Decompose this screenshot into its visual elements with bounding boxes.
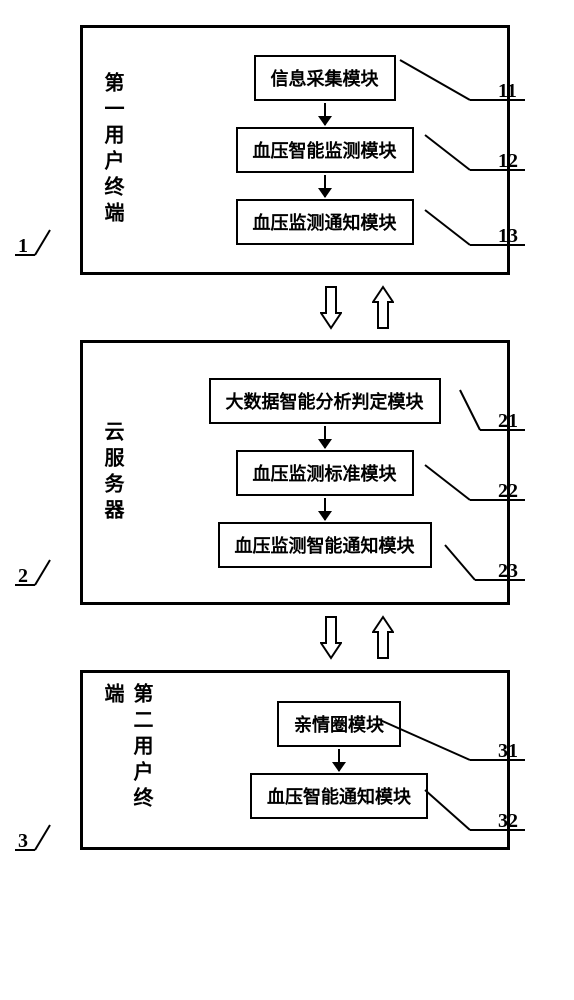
bidirectional-arrows-2 (170, 615, 544, 660)
cloud-server-box: 云服务器 大数据智能分析判定模块 血压监测标准模块 血压监测智能通知模块 (80, 340, 510, 605)
callout-12: 12 (498, 150, 518, 173)
bp-smart-notify-module: 血压监测智能通知模块 (218, 522, 432, 568)
hollow-arrow-up-icon (372, 285, 394, 330)
bp-monitor-notify-module: 血压监测通知模块 (236, 199, 414, 245)
bigdata-analysis-module: 大数据智能分析判定模块 (209, 378, 441, 424)
hollow-arrow-down-icon (320, 285, 342, 330)
arrow-down-icon (324, 103, 326, 125)
box3-modules: 亲情圈模块 血压智能通知模块 (171, 673, 507, 847)
callout-1: 1 (18, 235, 28, 258)
callout-13: 13 (498, 225, 518, 248)
callout-11: 11 (498, 80, 517, 103)
arrow-down-icon (324, 175, 326, 197)
box1-modules: 信息采集模块 血压智能监测模块 血压监测通知模块 (142, 28, 507, 272)
family-circle-module: 亲情圈模块 (277, 701, 401, 747)
bidirectional-arrows-1 (170, 285, 544, 330)
arrow-down-icon (324, 498, 326, 520)
bp-standard-module: 血压监测标准模块 (236, 450, 414, 496)
box2-modules: 大数据智能分析判定模块 血压监测标准模块 血压监测智能通知模块 (142, 343, 507, 602)
arrow-down-icon (324, 426, 326, 448)
callout-22: 22 (498, 480, 518, 503)
hollow-arrow-up-icon (372, 615, 394, 660)
callout-2: 2 (18, 565, 28, 588)
hollow-arrow-down-icon (320, 615, 342, 660)
box3-label: 第二用户终端 (83, 673, 171, 847)
bp-smart-notify-module-2: 血压智能通知模块 (250, 773, 428, 819)
first-user-terminal-box: 第一用户终端 信息采集模块 血压智能监测模块 血压监测通知模块 (80, 25, 510, 275)
callout-23: 23 (498, 560, 518, 583)
info-collection-module: 信息采集模块 (254, 55, 396, 101)
arrow-down-icon (338, 749, 340, 771)
callout-21: 21 (498, 410, 518, 433)
callout-3: 3 (18, 830, 28, 853)
box1-label: 第一用户终端 (83, 28, 142, 272)
box2-label: 云服务器 (83, 343, 142, 602)
bp-smart-monitor-module: 血压智能监测模块 (236, 127, 414, 173)
callout-31: 31 (498, 740, 518, 763)
callout-32: 32 (498, 810, 518, 833)
second-user-terminal-box: 第二用户终端 亲情圈模块 血压智能通知模块 (80, 670, 510, 850)
